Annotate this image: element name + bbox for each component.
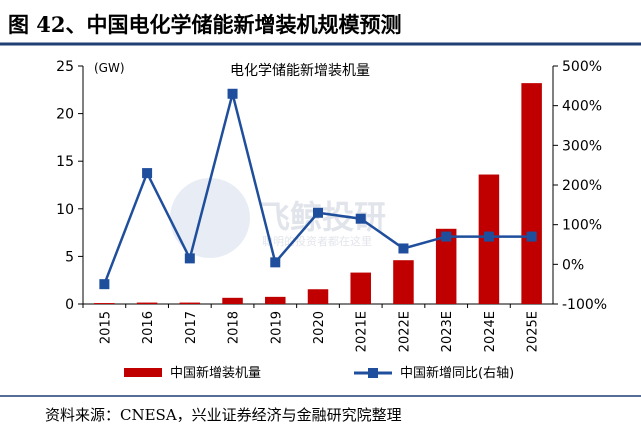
- legend-bar-label: 中国新增装机量: [170, 365, 261, 381]
- x-ticks: 2015 2016 2017 2018 2019 2020 2021E 2022E 2023E 2…: [82, 304, 541, 352]
- line-point: [441, 231, 452, 242]
- x-tick-label: 2020: [312, 311, 327, 344]
- bar: [94, 303, 115, 304]
- legend-bar-swatch: [124, 368, 162, 377]
- series-line: [103, 93, 532, 285]
- y-left-tick-label: 10: [56, 202, 74, 218]
- y-left-tick-label: 20: [56, 107, 74, 123]
- watermark-slogan: 聪明的投资者都在这里: [262, 234, 372, 248]
- line-point: [398, 243, 409, 254]
- y-right-tick-label: 400%: [562, 99, 602, 115]
- watermark-logo: [170, 178, 250, 258]
- bar: [222, 297, 243, 304]
- figure-title: 图 42、中国电化学储能新增装机规模预测: [8, 12, 402, 37]
- line-point: [526, 231, 537, 242]
- y-right-tick-label: 0%: [562, 257, 584, 273]
- y-left-tick-label: 25: [56, 59, 74, 75]
- bar: [350, 272, 371, 304]
- x-tick-label: 2015: [98, 311, 113, 344]
- y-right-tick-label: 100%: [562, 218, 602, 234]
- bar: [265, 296, 286, 304]
- line-point: [483, 231, 494, 242]
- x-tick-label: 2023E: [440, 311, 455, 352]
- x-tick-label: 2021E: [355, 311, 370, 352]
- x-tick-label: 2022E: [397, 311, 412, 352]
- x-tick-label: 2025E: [526, 311, 541, 352]
- line-point: [99, 279, 110, 290]
- y-left-tick-label: 5: [65, 249, 74, 265]
- legend: 中国新增装机量 中国新增同比(右轴): [124, 365, 514, 381]
- x-tick-label: 2019: [269, 311, 284, 344]
- bar: [435, 228, 457, 304]
- y-right-tick-label: 500%: [562, 59, 602, 75]
- line-point: [184, 253, 195, 264]
- line-point: [270, 257, 281, 268]
- bar: [136, 302, 158, 304]
- bar: [393, 260, 414, 304]
- bar-series: [94, 83, 542, 304]
- x-tick-label: 2018: [227, 311, 242, 344]
- x-tick-label: 2024E: [483, 311, 498, 352]
- legend-line-marker: [368, 368, 378, 378]
- x-tick-label: 2017: [184, 311, 199, 344]
- bar: [307, 289, 329, 304]
- line-point: [355, 213, 366, 224]
- bar: [179, 302, 201, 304]
- y-right-tick-label: 200%: [562, 178, 602, 194]
- y-right-tick-label: 300%: [562, 138, 602, 154]
- line-series: [99, 88, 537, 290]
- source-note: 资料来源：CNESA，兴业证券经济与金融研究院整理: [45, 406, 402, 424]
- line-point: [227, 88, 238, 99]
- y-left-ticks: 0 5 10 15 20 25: [56, 59, 83, 313]
- bar: [521, 83, 542, 304]
- x-tick-label: 2016: [141, 311, 156, 344]
- y-right-ticks: -100% 0% 100% 200% 300% 400% 500%: [553, 59, 607, 313]
- legend-line-label: 中国新增同比(右轴): [400, 365, 514, 381]
- chart-title: 电化学储能新增装机量: [230, 63, 370, 79]
- y-right-tick-label: -100%: [562, 297, 607, 313]
- line-point: [313, 207, 323, 218]
- y-left-tick-label: 15: [56, 154, 74, 170]
- y-left-tick-label: 0: [65, 297, 74, 313]
- y-axis-unit: (GW): [94, 61, 125, 75]
- line-point: [142, 168, 153, 179]
